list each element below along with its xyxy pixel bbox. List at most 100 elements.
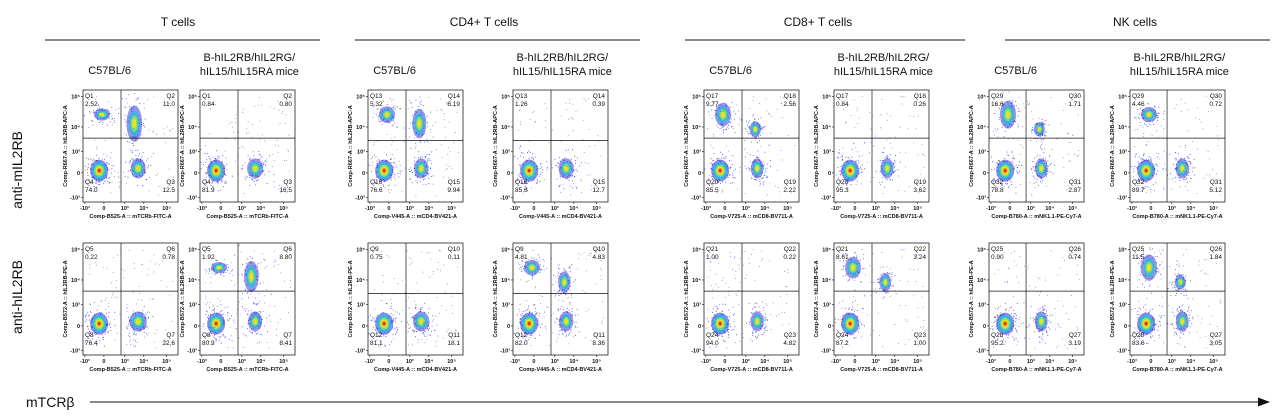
x-tick-label: 10⁴ [760,359,769,365]
density-cluster [875,147,901,188]
events-layer [836,95,926,195]
x-tick-label: 10⁵ [447,206,456,212]
x-tick-label: 10³ [1168,358,1176,365]
x-axis-title: Comp-B525-A :: mTCRb-FITC-A [89,367,171,373]
quadrant-name: Q19 [784,179,797,186]
quadrant-value: 0.74 [1068,254,1081,261]
quadrant-name: Q26 [1210,246,1223,253]
quadrant-value: 85.5 [706,187,719,194]
y-tick-label: -10³ [70,348,80,355]
density-cluster [513,303,546,341]
y-tick-label: 10⁴ [822,125,831,131]
y-tick-label: 10³ [72,149,80,156]
quadrant-value: 76.6 [370,187,383,194]
y-tick-label: 10³ [1119,149,1127,156]
quadrant-name: Q8 [202,332,211,339]
quadrant-value: 82.0 [515,340,528,347]
events-layer [989,249,1081,350]
quadrant-value: 9.77 [706,101,719,108]
density-cluster [993,90,1029,138]
events-layer [1130,95,1222,196]
quadrant-name: Q32 [991,179,1004,186]
quadrant-value: 11.5 [1132,254,1145,261]
y-tick-label: -10³ [691,195,701,202]
quadrant-value: 4.46 [1132,101,1145,108]
x-tick-label: 0 [853,206,856,212]
y-tick-label: 10⁴ [356,125,365,131]
strain-label-wt: C57BL/6 [709,65,752,77]
quadrant-value: 74.0 [85,187,98,194]
quadrant-value: 87.2 [836,340,849,347]
quadrant-name: Q16 [370,179,383,186]
quadrant-name: Q9 [515,246,524,253]
events-layer [369,96,460,197]
y-tick-label: 10⁵ [356,95,365,101]
quadrant-value: 5.32 [370,101,383,108]
x-axis-title: Comp-V725-A :: mCD8-BV711-A [710,214,793,220]
x-axis-title: Comp-B525-A :: mTCRb-FITC-A [206,367,288,373]
y-tick-label: 10⁴ [977,125,986,131]
x-tick-label: 10⁴ [569,206,578,212]
group-title: T cells [161,15,195,29]
x-axis-title: Comp-B780-A :: mNK1.1-PE-Cy7-A [1132,214,1222,220]
y-tick-label: 10⁵ [692,95,701,101]
x-tick-label: -10³ [197,358,207,365]
y-tick-label: 10⁵ [501,248,510,254]
quadrant-value: 0.90 [991,254,1004,261]
y-tick-label: 10⁴ [977,278,986,284]
quadrant-value: 78.8 [991,187,1004,194]
plot-frame [833,89,930,203]
quadrant-value: 0.26 [913,101,926,108]
strain-label-humanized-line2: hIL15/hIL15RA mice [513,66,612,78]
quadrant-name: Q5 [85,246,94,253]
quadrant-value: 1.92 [202,254,215,261]
x-tick-label: 10⁴ [139,359,148,365]
strain-label-humanized-line1: B-hIL2RB/hIL2RG/ [517,52,610,64]
density-cluster [406,302,438,341]
x-tick-label: 0 [532,206,535,212]
quadrant-name: Q22 [914,246,927,253]
quadrant-value: 2.87 [1068,187,1081,194]
x-tick-label: 10⁴ [760,206,769,212]
density-cluster [202,303,239,346]
x-tick-label: 10⁵ [783,359,792,365]
x-tick-label: 10³ [121,358,129,365]
x-tick-label: -10³ [986,205,996,212]
density-cluster [117,150,154,187]
quadrant-value: 4.81 [515,254,528,261]
density-cluster [122,92,146,157]
quadrant-name: Q4 [85,179,94,186]
quadrant-value: 83.6 [1132,340,1145,347]
density-cluster [84,98,120,126]
quadrant-value: 9.94 [447,187,460,194]
quadrant-value: 3.62 [913,187,926,194]
quadrant-value: 1.26 [515,101,528,108]
density-cluster [839,251,867,291]
x-tick-label: 0 [387,359,390,365]
y-axis-title: Comp-B572-A :: hIL2RB-PE-A [493,260,499,337]
x-tick-label: -10³ [197,205,207,212]
y-tick-label: 10³ [502,149,510,156]
y-tick-label: 10⁵ [188,248,197,254]
x-tick-label: 10⁵ [783,206,792,212]
y-axis-title: Comp-R667-A :: hIL2RB-APC-A [493,105,499,186]
density-cluster [240,137,275,186]
quadrant-value: 4.83 [592,254,605,261]
row-label-anti-hil2rb: anti-hIL2RB [9,260,25,334]
quadrant-value: 12.7 [592,187,605,194]
y-tick-label: 0 [77,324,80,330]
quadrant-name: Q17 [836,93,849,100]
density-cluster [373,97,402,128]
quadrant-name: Q19 [914,179,927,186]
x-tick-label: 0 [853,359,856,365]
y-tick-label: 10³ [1119,302,1127,309]
density-cluster [241,302,270,343]
events-layer [704,96,796,196]
strain-label-humanized-line1: B-hIL2RB/hIL2RG/ [1134,52,1227,64]
